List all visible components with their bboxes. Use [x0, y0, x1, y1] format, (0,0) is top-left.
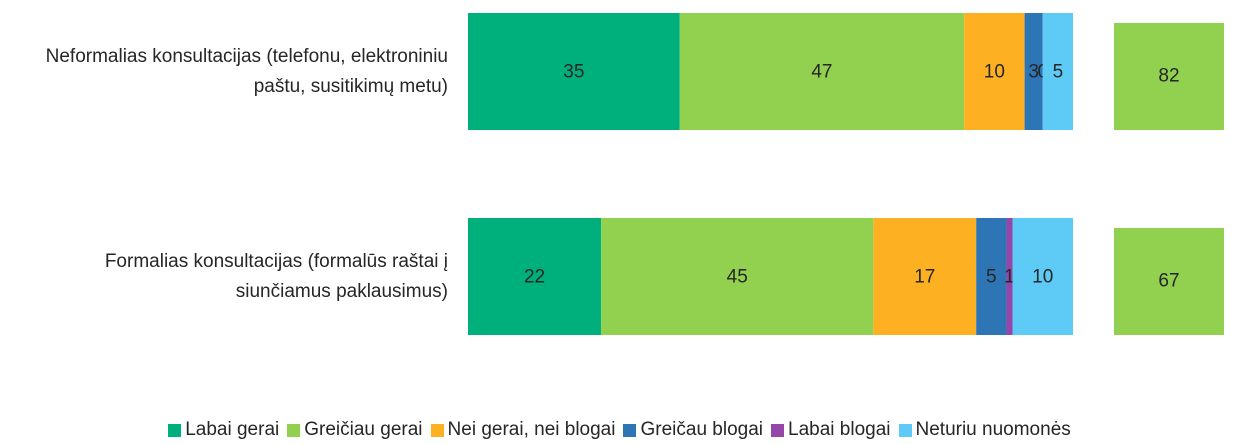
data-label: 5: [1053, 62, 1064, 83]
data-label: 35: [563, 62, 584, 83]
bar-segment: [1012, 218, 1073, 335]
legend-label: Labai blogai: [788, 419, 891, 440]
bar-segment: [964, 13, 1025, 130]
legend-swatch: [898, 423, 912, 437]
data-label: 45: [727, 267, 748, 288]
bar-segment: [679, 13, 965, 130]
legend-label: Neturiu nuomonės: [915, 419, 1071, 440]
total-box: [1114, 23, 1224, 130]
data-label: 47: [811, 62, 832, 83]
bar-segment: [976, 218, 1007, 335]
data-label: 17: [914, 267, 935, 288]
legend-swatch: [771, 423, 785, 437]
category-label: Formalias konsultacijas (formalūs raštai…: [104, 250, 448, 302]
data-label: 10: [984, 62, 1005, 83]
bar-segment: [468, 13, 680, 130]
legend-label: Greičau blogai: [640, 419, 764, 440]
total-label: 82: [1158, 66, 1179, 87]
legend-swatch: [287, 423, 301, 437]
legend-label: Greičiau gerai: [304, 419, 423, 440]
legend-item: Labai gerai: [168, 419, 279, 441]
legend: Labai gerai Greičiau gerai Nei gerai, nei …: [0, 419, 1239, 441]
bar-segment: [873, 218, 977, 335]
category-label: Neformalias konsultacijas (telefonu, ele…: [45, 45, 448, 97]
legend-swatch: [168, 423, 182, 437]
legend-item: Nei gerai, nei blogai: [430, 419, 616, 441]
legend-swatch: [430, 423, 444, 437]
legend-item: Labai blogai: [771, 419, 891, 441]
legend-label: Labai gerai: [185, 419, 280, 440]
bar-segment: [1024, 13, 1043, 130]
data-label: 22: [524, 267, 545, 288]
data-label: 3: [1028, 62, 1039, 83]
bar-segment: [1006, 218, 1013, 335]
bar-segment: [601, 218, 874, 335]
bar-segment: [468, 218, 602, 335]
legend-label: Nei gerai, nei blogai: [447, 419, 616, 440]
legend-item: Greičau blogai: [623, 419, 763, 441]
total-box: [1114, 228, 1224, 335]
legend-swatch: [623, 423, 637, 437]
data-label: 5: [986, 267, 997, 288]
total-label: 67: [1158, 271, 1179, 292]
data-label: 1: [1004, 267, 1015, 288]
legend-item: Neturiu nuomonės: [898, 419, 1071, 441]
bar-segment: [1042, 13, 1073, 130]
data-label: 10: [1032, 267, 1053, 288]
legend-item: Greičiau gerai: [287, 419, 423, 441]
